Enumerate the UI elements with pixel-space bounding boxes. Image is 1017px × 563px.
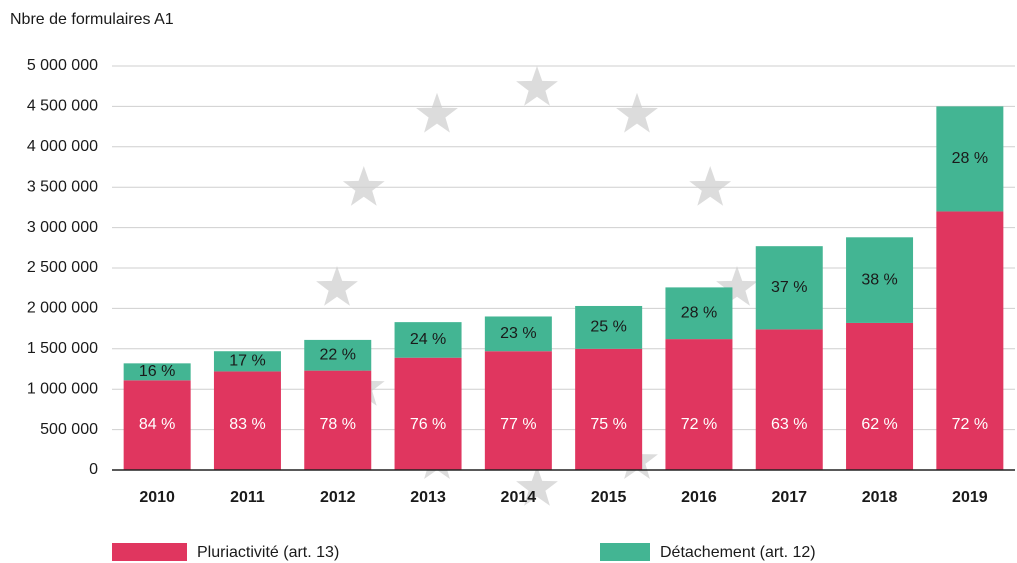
bar-segment [123, 380, 191, 470]
segment-label: 78 % [320, 416, 356, 433]
bar-segment [936, 211, 1004, 470]
y-tick-label: 1 000 000 [27, 380, 98, 397]
segment-label: 25 % [590, 319, 626, 336]
bar-segment [484, 316, 552, 352]
bar-segment [755, 329, 823, 470]
x-tick-label: 2014 [501, 489, 537, 506]
segment-label: 22 % [320, 346, 356, 363]
segment-label: 37 % [771, 279, 807, 296]
bar-segment [394, 322, 462, 358]
bar-segment [213, 351, 281, 372]
bar-segment [936, 106, 1004, 212]
segment-label: 72 % [681, 416, 717, 433]
bar-segment [304, 370, 372, 470]
y-tick-label: 4 000 000 [27, 138, 98, 155]
y-tick-label: 0 [89, 461, 98, 478]
bar-segment [484, 351, 552, 470]
segment-label: 62 % [861, 416, 897, 433]
segment-label: 84 % [139, 416, 175, 433]
x-tick-label: 2017 [771, 489, 807, 506]
y-tick-label: 3 000 000 [27, 219, 98, 236]
segment-label: 77 % [500, 416, 536, 433]
bar-segment [846, 322, 914, 470]
segment-label: 28 % [681, 304, 717, 321]
bar-segment [665, 287, 733, 340]
segment-label: 24 % [410, 331, 446, 348]
star [689, 166, 732, 206]
y-tick-label: 2 000 000 [27, 300, 98, 317]
bar-segment [123, 363, 191, 381]
legend-swatch [600, 543, 650, 561]
x-tick-label: 2011 [230, 489, 265, 506]
y-tick-label: 1 500 000 [27, 340, 98, 357]
legend-label: Pluriactivité (art. 13) [197, 544, 339, 561]
segment-label: 76 % [410, 416, 446, 433]
segment-label: 17 % [229, 353, 265, 370]
bar-segment [304, 339, 372, 371]
bar-segment [846, 237, 914, 323]
bar-segment [213, 371, 281, 470]
segment-label: 83 % [229, 416, 265, 433]
bar-segment [755, 246, 823, 330]
star [416, 92, 458, 133]
star [316, 266, 358, 306]
star [616, 92, 658, 133]
bar-segment [665, 339, 733, 470]
star [342, 166, 385, 206]
x-tick-label: 2016 [681, 489, 717, 506]
x-tick-label: 2019 [952, 489, 988, 506]
x-tick-label: 2018 [862, 489, 898, 506]
x-tick-label: 2010 [139, 489, 175, 506]
x-tick-label: 2015 [591, 489, 627, 506]
y-tick-label: 5 000 000 [27, 57, 98, 74]
segment-label: 75 % [590, 416, 626, 433]
bar-segment [575, 305, 643, 349]
star [516, 66, 558, 106]
segment-label: 23 % [500, 325, 536, 342]
segment-label: 63 % [771, 416, 807, 433]
segment-label: 16 % [139, 363, 175, 380]
y-tick-label: 2 500 000 [27, 259, 98, 276]
bar-segment [394, 357, 462, 470]
y-tick-label: 3 500 000 [27, 178, 98, 195]
legend-swatch [112, 543, 187, 561]
segment-label: 72 % [952, 416, 988, 433]
y-tick-label: 500 000 [40, 421, 98, 438]
legend-label: Détachement (art. 12) [660, 544, 816, 561]
x-tick-label: 2012 [320, 489, 356, 506]
x-tick-label: 2013 [410, 489, 446, 506]
y-axis-label: Nbre de formulaires A1 [10, 11, 174, 28]
y-tick-label: 4 500 000 [27, 98, 98, 115]
segment-label: 38 % [861, 271, 897, 288]
bar-segment [575, 348, 643, 470]
segment-label: 28 % [952, 150, 988, 167]
